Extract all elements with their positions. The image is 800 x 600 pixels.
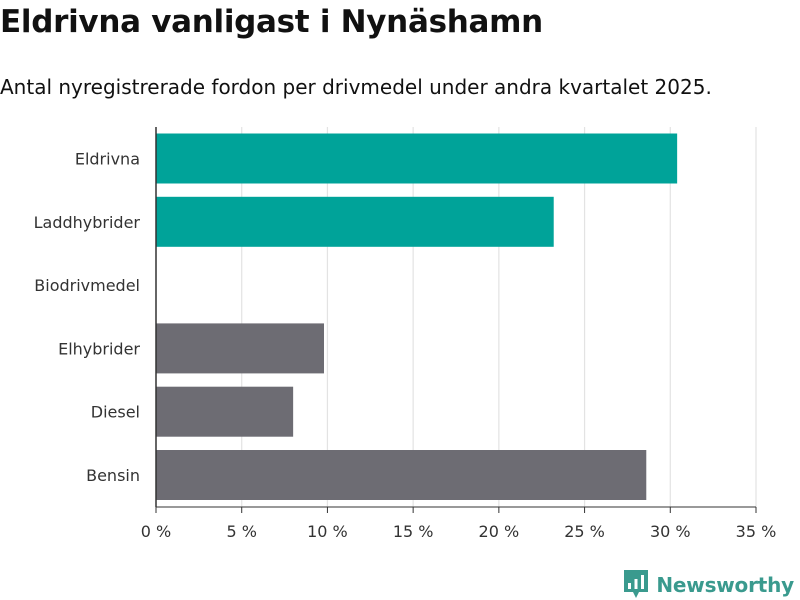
category-label: Eldrivna <box>75 150 140 169</box>
bar <box>156 386 294 437</box>
brand-name: Newsworthy <box>656 573 794 597</box>
brand-logo: Newsworthy <box>624 570 794 600</box>
x-tick-label: 15 % <box>393 522 434 541</box>
x-tick-label: 0 % <box>141 522 171 541</box>
x-tick-label: 5 % <box>226 522 256 541</box>
bars <box>156 133 678 500</box>
tick-labels: 0 % 5 % 10 % 15 % 20 % 25 % 30 % 35 % <box>141 522 777 541</box>
category-labels: Eldrivna Laddhybrider Biodrivmedel Elhybrid… <box>34 150 141 486</box>
chart-title: Eldrivna vanligast i Nynäshamn <box>0 4 543 40</box>
x-tick-label: 35 % <box>736 522 777 541</box>
bar <box>156 133 678 184</box>
category-label: Bensin <box>86 466 140 485</box>
x-tick-label: 20 % <box>479 522 520 541</box>
bar <box>156 450 647 500</box>
newsworthy-logo-icon <box>624 570 649 598</box>
gridlines <box>241 127 757 507</box>
category-label: Biodrivmedel <box>34 276 140 295</box>
bar <box>156 196 554 247</box>
x-tick-label: 10 % <box>307 522 348 541</box>
category-label: Diesel <box>91 403 140 422</box>
category-label: Laddhybrider <box>34 213 141 232</box>
chart-subtitle: Antal nyregistrerade fordon per drivmede… <box>0 75 712 99</box>
category-label: Elhybrider <box>58 339 140 358</box>
bar <box>156 323 324 374</box>
x-tick-label: 25 % <box>564 522 605 541</box>
x-tick-label: 30 % <box>650 522 691 541</box>
axes <box>155 127 757 513</box>
